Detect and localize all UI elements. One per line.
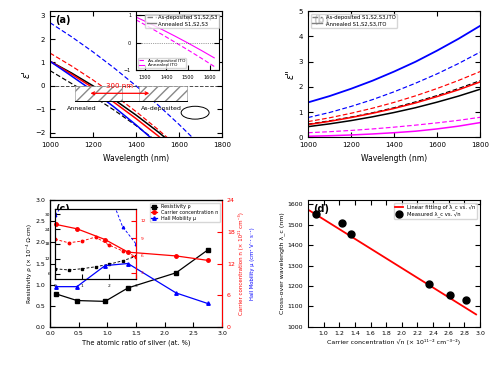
Measured λ_c vs. √n	[463, 298, 469, 302]
Legend: As-deposited S1,S2,S3, Annealed S1,S2,S3: As-deposited S1,S2,S3, Annealed S1,S2,S3	[145, 14, 220, 28]
Bar	[139, 86, 186, 101]
Text: (c): (c)	[55, 204, 70, 214]
X-axis label: Carrier concentration √n (× 10¹¹⁻² cm⁻³⁻²): Carrier concentration √n (× 10¹¹⁻² cm⁻³⁻…	[328, 339, 460, 345]
X-axis label: The atomic ratio of silver (at. %): The atomic ratio of silver (at. %)	[82, 339, 190, 346]
Y-axis label: Resistivity ρ (× 10⁻⁴ Ω·cm): Resistivity ρ (× 10⁻⁴ Ω·cm)	[26, 224, 32, 303]
Text: (d): (d)	[313, 204, 329, 214]
X-axis label: Wavelength (nm): Wavelength (nm)	[361, 154, 427, 163]
Measured λ_c vs. √n	[426, 281, 432, 286]
Y-axis label: Carrier concentration n (× 10²¹ cm⁻³): Carrier concentration n (× 10²¹ cm⁻³)	[238, 212, 244, 315]
Text: Hall Mobility μ (cm² V⁻¹ s⁻¹): Hall Mobility μ (cm² V⁻¹ s⁻¹)	[250, 227, 256, 300]
X-axis label: Wavelength (nm): Wavelength (nm)	[103, 154, 169, 163]
Text: (a): (a)	[55, 15, 70, 25]
Text: 300 nm: 300 nm	[106, 83, 134, 88]
Line: Measured λ_c vs. √n: Measured λ_c vs. √n	[312, 210, 470, 304]
Text: As-deposited: As-deposited	[142, 106, 182, 111]
Measured λ_c vs. √n	[313, 211, 319, 216]
Text: (b): (b)	[313, 15, 330, 25]
Legend: Linear fitting of λ_c vs. √n, Measured λ_c vs. √n: Linear fitting of λ_c vs. √n, Measured λ…	[394, 203, 477, 219]
Y-axis label: Cross-over wavelength λ_c (nm): Cross-over wavelength λ_c (nm)	[279, 212, 284, 315]
Measured λ_c vs. √n	[448, 293, 454, 297]
Legend: Resistivity ρ, Carrier concentration n, Hall Mobility μ: Resistivity ρ, Carrier concentration n, …	[150, 203, 220, 222]
Measured λ_c vs. √n	[338, 221, 344, 225]
Legend: As-deposited S1,S2,S3,ITO, Annealed S1,S2,S3,ITO: As-deposited S1,S2,S3,ITO, Annealed S1,S…	[310, 14, 398, 28]
Bar	[74, 86, 122, 101]
Y-axis label: ε": ε"	[286, 69, 296, 79]
Text: Annealed: Annealed	[68, 106, 97, 111]
Y-axis label: ε': ε'	[22, 70, 32, 78]
Measured λ_c vs. √n	[348, 232, 354, 236]
